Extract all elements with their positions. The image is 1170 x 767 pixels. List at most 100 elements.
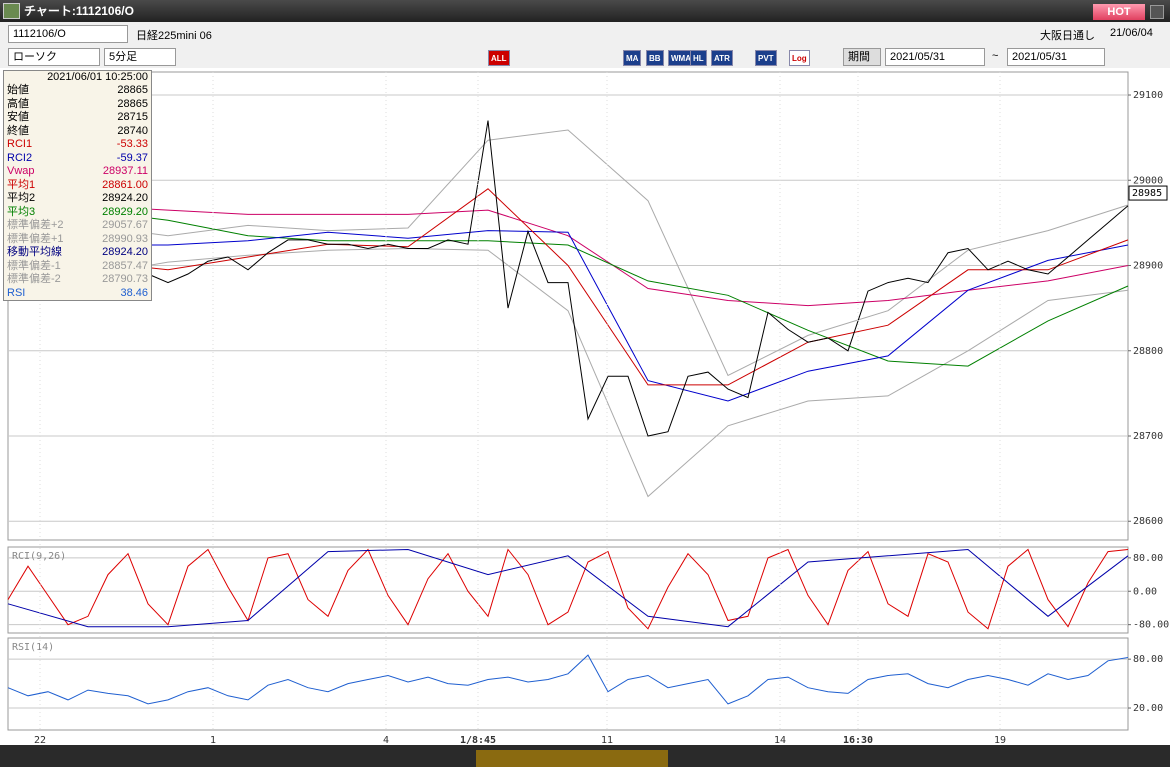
info-label: 安値 — [7, 111, 29, 123]
scroll-thumb[interactable] — [476, 750, 668, 767]
to: 2021/05/31 — [1012, 51, 1068, 63]
line-series — [7, 654, 1129, 705]
info-value: 28924.20 — [102, 246, 148, 258]
interval-select[interactable]: 5分足 — [104, 48, 176, 66]
info-row: 移動平均線 28924.20 — [7, 246, 148, 260]
info-panel: 2021/06/01 10:25:00 始値 28865 高値 28865 安値 2871… — [3, 70, 152, 301]
chart-kind-select[interactable]: ローソク — [8, 48, 100, 66]
line-series — [7, 224, 1129, 402]
tilde: ~ — [992, 50, 999, 62]
period-button[interactable]: 期間 — [843, 48, 881, 66]
toolbar-button[interactable]: ALL — [488, 50, 510, 66]
from: 2021/05/31 — [890, 51, 946, 63]
info-row: 終値 28740 — [7, 125, 148, 139]
info-row: Vwap 28937.11 — [7, 165, 148, 179]
info-label: 標準偏差-2 — [7, 273, 61, 285]
last-price-tag — [1128, 185, 1168, 201]
info-row: RCI1 -53.33 — [7, 138, 148, 152]
info-label: 終値 — [7, 124, 29, 137]
y-tick-label: 80.00 — [1133, 553, 1163, 564]
toolbar-button[interactable]: ATR — [711, 50, 733, 66]
panel-frame — [7, 546, 1129, 634]
period: 期間 — [848, 51, 870, 63]
info-value: -59.37 — [116, 151, 148, 164]
info-label: 平均1 — [7, 178, 36, 191]
info-label: 平均2 — [7, 192, 36, 204]
info-label: 標準偏差-1 — [7, 259, 61, 272]
x-tick-label: 4 — [383, 735, 389, 746]
chart-bg — [0, 68, 1170, 745]
hot-label: HOT — [1107, 6, 1131, 18]
y-tick-label: -80.00 — [1133, 620, 1169, 631]
info-value: 28861.00 — [102, 178, 148, 191]
y-tick-label: 28800 — [1133, 346, 1163, 357]
y-tick-label: 20.00 — [1133, 703, 1163, 714]
y-tick-label: 80.00 — [1133, 654, 1163, 665]
info-label: 始値 — [7, 84, 29, 96]
info-value: 28990.93 — [102, 232, 148, 245]
y-tick-label: 0.00 — [1133, 586, 1157, 597]
info-label: 高値 — [7, 97, 29, 110]
app-icon — [3, 3, 20, 19]
info-value: -53.33 — [116, 138, 148, 150]
panel-title: RSI(14) — [12, 642, 54, 653]
info-value: 28715 — [117, 111, 148, 123]
panel-frame — [7, 71, 1129, 541]
title-bar: チャート:1112106/O — [0, 0, 1170, 22]
interval: 5分足 — [109, 51, 138, 63]
info-time: 2021/06/01 10:25:00 — [47, 71, 148, 83]
info-label: 標準偏差+2 — [7, 219, 64, 231]
info-row: 標準偏差+2 29057.67 — [7, 219, 148, 233]
toolbar-button[interactable]: Log — [789, 50, 810, 66]
line-series — [7, 129, 1129, 377]
panel-title: RCI(9,26) — [12, 551, 66, 562]
info-value: 28929.20 — [102, 205, 148, 218]
x-tick-label: 11 — [601, 735, 613, 746]
x-tick-label: 1 — [210, 735, 216, 746]
line-series — [7, 196, 1129, 307]
session: 大阪日通し — [1040, 30, 1095, 42]
line-series — [7, 548, 1129, 628]
toolbar-button[interactable]: MA — [623, 50, 642, 66]
x-tick-label: 14 — [774, 735, 786, 746]
line-series — [7, 548, 1129, 630]
toolbar-button[interactable]: PVT — [755, 50, 777, 66]
info-value: 28924.20 — [102, 192, 148, 204]
info-label: 移動平均線 — [7, 246, 62, 258]
info-label: 平均3 — [7, 205, 36, 218]
info-label: Vwap — [7, 165, 35, 177]
info-row: RCI2 -59.37 — [7, 152, 148, 166]
info-value: 28790.73 — [102, 273, 148, 285]
instrument: 日経225mini 06 — [136, 30, 212, 42]
y-tick-label: 28600 — [1133, 516, 1163, 527]
line-series — [7, 247, 1129, 498]
symbol-select[interactable]: 1112106/O — [8, 25, 128, 43]
close-button[interactable] — [1150, 5, 1164, 19]
last-price-label: 28985 — [1132, 188, 1162, 199]
x-tick-label: 16:30 — [843, 735, 873, 746]
toolbar-button[interactable]: HL — [690, 50, 707, 66]
info-value: 28865 — [117, 84, 148, 96]
toolbar-button[interactable]: BB — [646, 50, 664, 66]
toolbar-button[interactable]: WMA — [668, 50, 694, 66]
info-value: 29057.67 — [102, 219, 148, 231]
y-tick-label: 29000 — [1133, 175, 1163, 186]
info-row: 高値 28865 — [7, 98, 148, 112]
info-value: 28937.11 — [102, 165, 148, 177]
info-row: 標準偏差-1 28857.47 — [7, 260, 148, 274]
line-series — [7, 120, 1129, 437]
info-label: RCI2 — [7, 151, 33, 164]
info-label: RSI — [7, 286, 26, 299]
info-value: 38.46 — [120, 286, 148, 299]
y-tick-label: 29100 — [1133, 90, 1163, 101]
to-date[interactable]: 2021/05/31 — [1007, 48, 1105, 66]
x-tick-label: 1/8:45 — [460, 735, 496, 746]
chart-kind: ローソク — [13, 51, 57, 63]
date: 21/06/04 — [1110, 27, 1153, 39]
hot-button[interactable]: HOT — [1093, 4, 1145, 20]
from-date[interactable]: 2021/05/31 — [885, 48, 985, 66]
info-row: 平均2 28924.20 — [7, 192, 148, 206]
line-series — [7, 188, 1129, 386]
y-tick-label: 28900 — [1133, 261, 1163, 272]
